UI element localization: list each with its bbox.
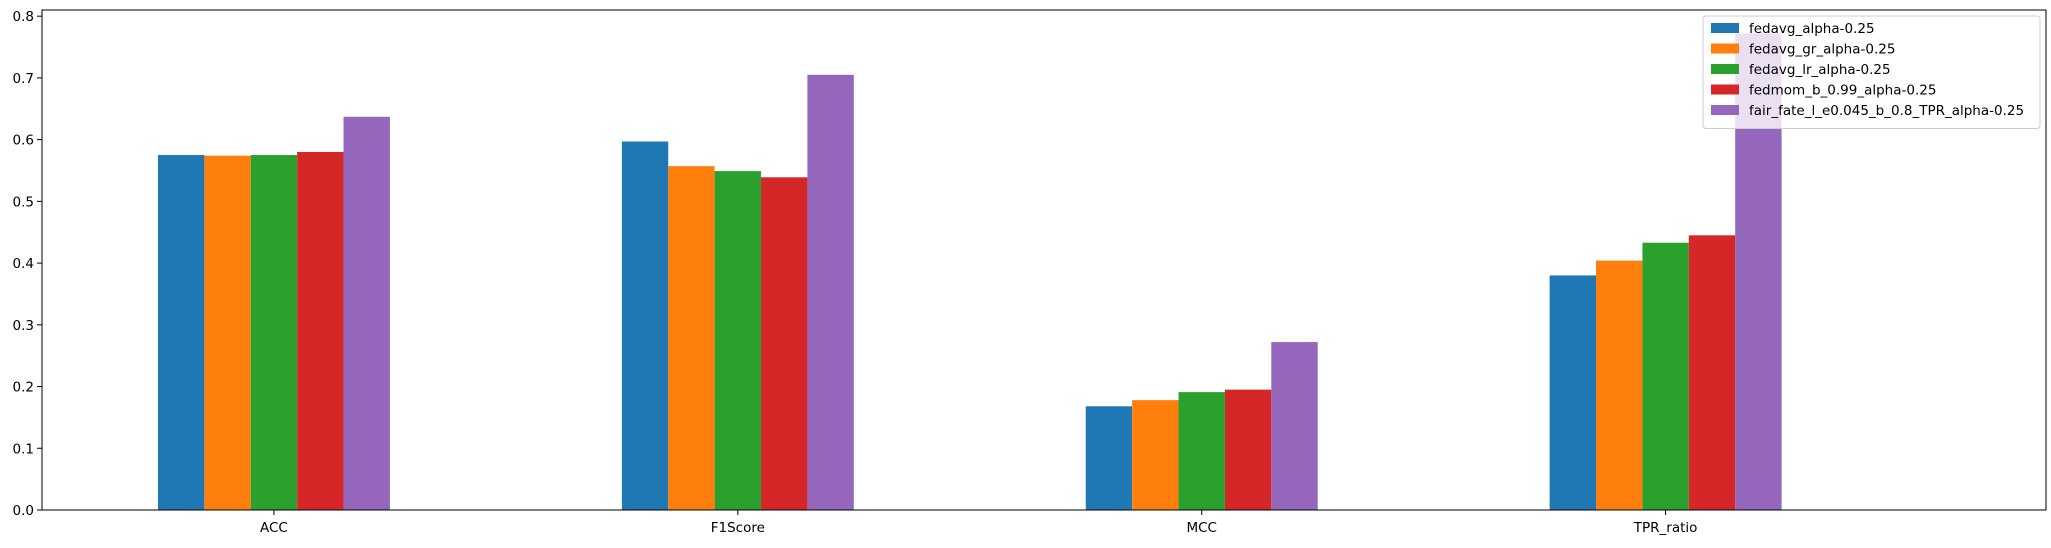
legend-label: fedavg_alpha-0.25 [1749, 21, 1875, 37]
legend-label: fedavg_lr_alpha-0.25 [1749, 62, 1891, 78]
x-tick-label: ACC [260, 520, 288, 536]
x-tick-label: F1Score [711, 520, 765, 536]
bar-fedmom_b_0.99_alpha-0.25-F1Score [761, 177, 808, 511]
y-tick-label: 0.0 [13, 503, 34, 519]
y-axis: 0.0 0.1 0.2 0.3 0.4 0.5 0.6 0.7 0.8 [13, 9, 42, 519]
legend-swatch [1711, 105, 1739, 115]
bar-fair_fate_l_e0.045_b_0.8_TPR_alpha-0.25-MCC [1271, 342, 1318, 510]
legend-label: fedmom_b_0.99_alpha-0.25 [1749, 83, 1936, 99]
bar-fedavg_gr_alpha-0.25-ACC [204, 155, 251, 510]
y-tick-label: 0.4 [13, 256, 34, 272]
x-tick-label: MCC [1186, 520, 1217, 536]
legend-swatch [1711, 64, 1739, 74]
y-tick-label: 0.8 [13, 9, 34, 25]
bar-fair_fate_l_e0.045_b_0.8_TPR_alpha-0.25-ACC [343, 116, 390, 510]
y-tick-label: 0.7 [13, 71, 34, 87]
legend-label: fedavg_gr_alpha-0.25 [1749, 42, 1895, 58]
legend: fedavg_alpha-0.25 fedavg_gr_alpha-0.25fed… [1702, 15, 2041, 129]
y-tick-label: 0.6 [13, 133, 34, 149]
legend-swatch [1711, 84, 1739, 95]
legend-box [1702, 15, 2041, 129]
legend-swatch [1711, 43, 1739, 54]
legend-label: fair_fate_l_e0.045_b_0.8_TPR_alpha-0.25 [1749, 103, 2024, 119]
y-tick-label: 0.3 [13, 318, 34, 334]
bar-fedavg_alpha-0.25-TPR_ratio [1549, 275, 1597, 510]
bar-fedavg_gr_alpha-0.25-F1Score [668, 166, 715, 510]
y-tick-label: 0.2 [13, 380, 34, 396]
bar-fedavg_alpha-0.25-F1Score [621, 141, 669, 510]
bar-fedavg_lr_alpha-0.25-TPR_ratio [1642, 242, 1689, 510]
x-axis: ACC F1Score MCC TPR_ratio [260, 510, 1697, 536]
bar-fedavg_lr_alpha-0.25-ACC [250, 155, 298, 511]
y-tick-label: 0.1 [13, 441, 34, 457]
bar-fedmom_b_0.99_alpha-0.25-ACC [297, 151, 344, 510]
bar-fair_fate_l_e0.045_b_0.8_TPR_alpha-0.25-F1Score [807, 74, 854, 510]
bar-fedavg_alpha-0.25-MCC [1085, 406, 1133, 510]
plot-frame [41, 9, 2047, 511]
bars-layer [157, 33, 1782, 511]
bar-fedavg_lr_alpha-0.25-F1Score [714, 171, 762, 510]
legend-swatch [1711, 23, 1739, 33]
y-tick-label: 0.5 [13, 194, 34, 210]
bar-fedmom_b_0.99_alpha-0.25-TPR_ratio [1688, 235, 1736, 510]
bar-fedmom_b_0.99_alpha-0.25-MCC [1224, 389, 1272, 510]
bar-fedavg_gr_alpha-0.25-TPR_ratio [1596, 260, 1643, 510]
x-tick-label: TPR_ratio [1633, 520, 1698, 536]
bar-fedavg_alpha-0.25-ACC [157, 155, 205, 511]
bar-fedavg_lr_alpha-0.25-MCC [1178, 392, 1225, 510]
bar-fedavg_gr_alpha-0.25-MCC [1132, 400, 1179, 510]
